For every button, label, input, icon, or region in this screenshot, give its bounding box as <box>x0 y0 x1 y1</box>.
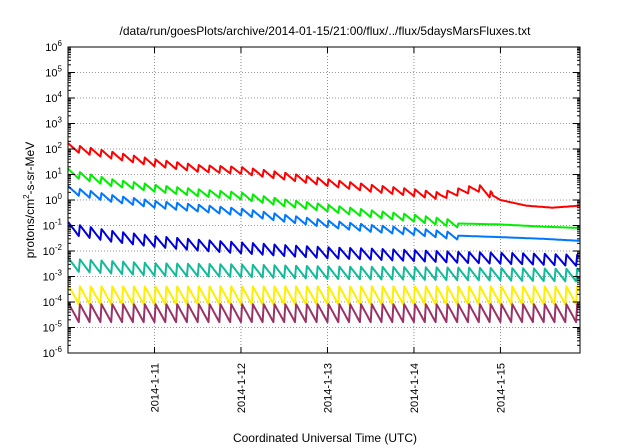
y-tick-base: 10 <box>45 144 57 156</box>
series-line <box>68 142 580 209</box>
x-tick-label: 2014-1-14 <box>409 363 421 413</box>
x-axis-label: Coordinated Universal Time (UTC) <box>233 431 417 445</box>
y-tick-exponent: 3 <box>58 116 63 125</box>
y-tick-exponent: 4 <box>58 90 63 99</box>
y-tick-base: 10 <box>45 68 57 80</box>
y-label-part: protons/cm <box>23 199 37 258</box>
y-tick-label: 10-1 <box>43 218 63 233</box>
series-line <box>68 301 580 324</box>
x-tick-label: 2014-1-12 <box>236 363 248 413</box>
y-tick-label: 105 <box>45 65 62 80</box>
y-tick-exponent: 6 <box>58 39 63 48</box>
y-tick-label: 102 <box>45 141 62 156</box>
y-tick-exponent: -2 <box>55 243 63 252</box>
y-tick-base: 10 <box>43 221 55 233</box>
y-tick-base: 10 <box>43 272 55 284</box>
y-tick-exponent: 5 <box>58 65 63 74</box>
y-tick-base: 10 <box>43 297 55 309</box>
y-tick-label: 10-4 <box>43 294 63 309</box>
y-tick-base: 10 <box>43 246 55 258</box>
y-tick-label: 10-5 <box>43 320 63 335</box>
y-tick-exponent: -6 <box>55 345 63 354</box>
x-tick-label: 2014-1-11 <box>149 363 161 412</box>
y-tick-exponent: -3 <box>55 269 63 278</box>
y-tick-base: 10 <box>45 195 57 207</box>
y-tick-base: 10 <box>45 119 57 131</box>
y-tick-base: 10 <box>43 348 55 360</box>
series-line <box>68 256 580 283</box>
y-tick-base: 10 <box>43 323 55 335</box>
y-tick-exponent: -4 <box>55 294 63 303</box>
y-axis-label-text: protons/cm2-s-sr-MeV <box>22 142 37 258</box>
y-tick-label: 103 <box>45 116 62 131</box>
y-label-part: -s-sr-MeV <box>23 142 37 195</box>
y-tick-label: 10-6 <box>43 345 63 360</box>
y-tick-exponent: 1 <box>58 167 63 176</box>
series-line <box>68 185 580 242</box>
y-tick-label: 10-3 <box>43 269 63 284</box>
y-tick-exponent: 2 <box>58 141 63 150</box>
y-tick-label: 100 <box>45 192 62 207</box>
y-tick-label: 104 <box>45 90 62 105</box>
series-line <box>68 167 580 229</box>
y-tick-base: 10 <box>45 93 57 105</box>
series-line <box>68 221 580 267</box>
tick-layer: 2014-1-11 2014-1-12 2014-1-13 2014-1-14 2014… <box>43 39 580 413</box>
y-tick-exponent: -1 <box>55 218 63 227</box>
y-tick-exponent: -5 <box>55 320 63 329</box>
y-tick-exponent: 0 <box>58 192 63 201</box>
x-tick-label: 2014-1-15 <box>495 363 507 413</box>
y-tick-base: 10 <box>45 42 57 54</box>
y-tick-base: 10 <box>45 170 57 182</box>
y-tick-label: 106 <box>45 39 62 54</box>
y-tick-label: 101 <box>45 167 62 182</box>
series-layer <box>68 142 580 324</box>
x-tick-label: 2014-1-13 <box>322 363 334 413</box>
y-tick-label: 10-2 <box>43 243 63 258</box>
y-label-superscript: 2 <box>22 194 31 199</box>
y-axis-label: protons/cm2-s-sr-MeV <box>22 142 37 258</box>
series-line <box>68 283 580 306</box>
chart-title: /data/run/goesPlots/archive/2014-01-15/2… <box>120 24 532 38</box>
